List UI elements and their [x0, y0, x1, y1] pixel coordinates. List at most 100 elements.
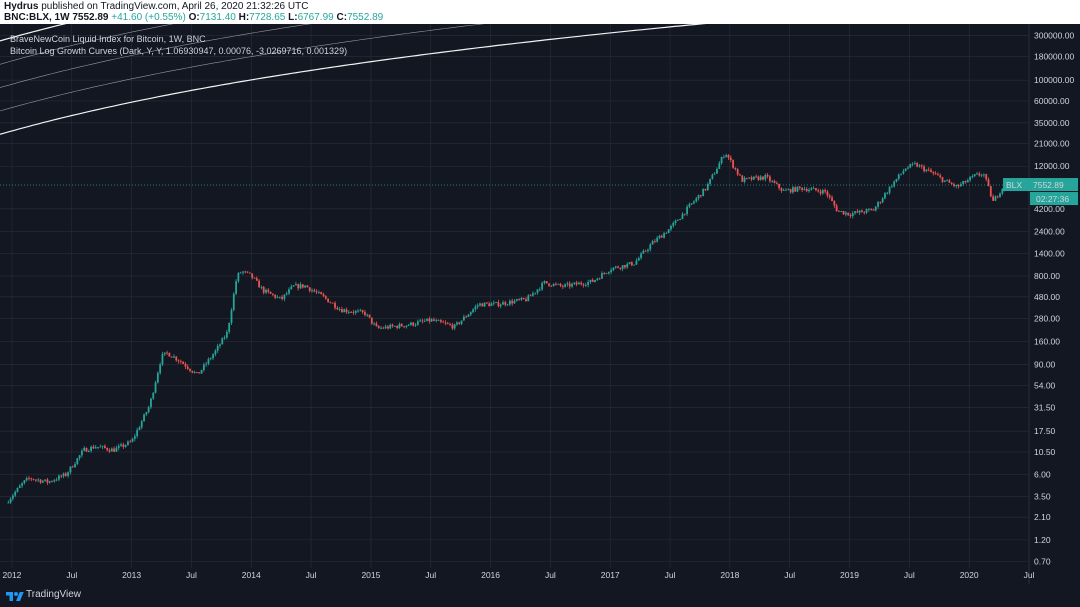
candle-body	[421, 320, 424, 322]
candle-body	[62, 473, 65, 477]
candle-body	[936, 174, 939, 176]
candle-body	[812, 188, 815, 189]
candle-body	[844, 212, 847, 215]
candle-body	[375, 323, 378, 327]
candle-body	[101, 445, 104, 447]
candle-body	[152, 392, 155, 399]
candle-body	[752, 176, 755, 180]
candle-body	[513, 300, 516, 304]
candle-body	[792, 187, 794, 193]
candle-body	[628, 262, 631, 264]
x-tick-label: Jul	[306, 570, 317, 580]
candle-body	[518, 299, 521, 300]
candle-body	[163, 352, 166, 355]
candle-body	[205, 363, 208, 365]
candle-body	[759, 176, 762, 180]
y-tick-label: 12000.00	[1034, 161, 1070, 171]
candle-body	[580, 282, 583, 285]
candle-body	[285, 293, 288, 295]
candle-body	[416, 321, 419, 325]
candle-body	[465, 316, 468, 318]
candle-body	[271, 293, 274, 295]
candle-body	[14, 491, 17, 496]
symbol-price-tag	[1003, 178, 1031, 192]
candle-body	[973, 174, 976, 177]
candle-body	[601, 273, 603, 279]
candle-body	[681, 213, 684, 219]
candle-body	[729, 157, 732, 161]
x-tick-label: 2012	[3, 570, 22, 580]
candle-body	[900, 173, 902, 175]
candle-body	[184, 363, 187, 367]
footer: TradingView	[0, 584, 1080, 607]
candle-body	[173, 356, 175, 358]
candle-body	[911, 163, 914, 165]
candle-body	[948, 180, 951, 183]
symbol-legend[interactable]: BraveNewCoin Liquid Index for Bitcoin, 1…	[10, 34, 206, 44]
candle-body	[709, 178, 711, 184]
candle-body	[265, 289, 267, 293]
candle-body	[32, 479, 35, 480]
candle-body	[92, 446, 95, 449]
candle-body	[927, 169, 930, 171]
candle-body	[311, 290, 313, 291]
candle-body	[352, 312, 355, 313]
publish-line: Hydrus published on TradingView.com, Apr…	[4, 1, 308, 12]
candle-body	[393, 326, 396, 327]
footer-brand[interactable]: TradingView	[26, 589, 82, 600]
candle-body	[943, 180, 946, 182]
candle-body	[755, 176, 758, 178]
candle-body	[350, 312, 353, 313]
y-tick-label: 800.00	[1034, 271, 1060, 281]
candle-body	[750, 177, 753, 180]
candle-body	[124, 444, 127, 447]
price-chart[interactable]: 0.70 1.20 2.10 3.50 6.00 10.50 17.50 31.50 54.00…	[0, 24, 1080, 584]
candle-body	[672, 222, 675, 226]
author-name[interactable]: Hydrus	[4, 1, 39, 12]
candle-body	[962, 181, 965, 184]
candle-body	[923, 166, 925, 172]
indicator-legend[interactable]: Bitcoin Log Growth Curves (Dark, Y, Y, 1…	[10, 46, 348, 56]
candle-body	[251, 273, 254, 278]
candle-body	[621, 265, 624, 269]
candle-body	[630, 262, 633, 266]
candle-body	[858, 210, 861, 213]
candle-body	[44, 479, 46, 481]
candle-body	[785, 189, 787, 191]
candle-body	[727, 155, 730, 158]
candle-body	[994, 196, 997, 201]
candle-body	[237, 272, 240, 282]
x-tick-label: Jul	[784, 570, 795, 580]
candle-body	[479, 303, 481, 306]
candle-body	[801, 187, 804, 190]
countdown-text: 02:27:36	[1036, 194, 1069, 204]
candle-body	[796, 186, 799, 192]
candle-body	[854, 211, 856, 214]
candle-body	[324, 296, 327, 299]
growth-curve	[0, 24, 67, 42]
candle-body	[739, 174, 741, 176]
candle-body	[53, 480, 56, 482]
candle-body	[550, 285, 553, 287]
candle-body	[150, 398, 152, 408]
candle-body	[874, 206, 877, 211]
candle-body	[387, 326, 389, 329]
candle-body	[219, 344, 221, 346]
chart-area[interactable]: 0.70 1.20 2.10 3.50 6.00 10.50 17.50 31.50 54.00…	[0, 24, 1080, 584]
candle-body	[559, 283, 562, 286]
candle-body	[177, 360, 180, 362]
candle-body	[320, 292, 323, 295]
candle-body	[824, 190, 827, 192]
candle-body	[697, 195, 700, 199]
candle-body	[916, 163, 919, 167]
candle-body	[598, 278, 601, 280]
candle-body	[74, 464, 76, 468]
candle-body	[253, 277, 256, 279]
candle-body	[743, 177, 746, 182]
candle-body	[877, 202, 879, 207]
tradingview-logo-icon[interactable]	[6, 590, 24, 601]
last-price-text: 7552.89	[1033, 180, 1064, 190]
candle-body	[99, 446, 102, 448]
y-tick-label: 480.00	[1034, 292, 1060, 302]
candle-body	[573, 282, 576, 284]
